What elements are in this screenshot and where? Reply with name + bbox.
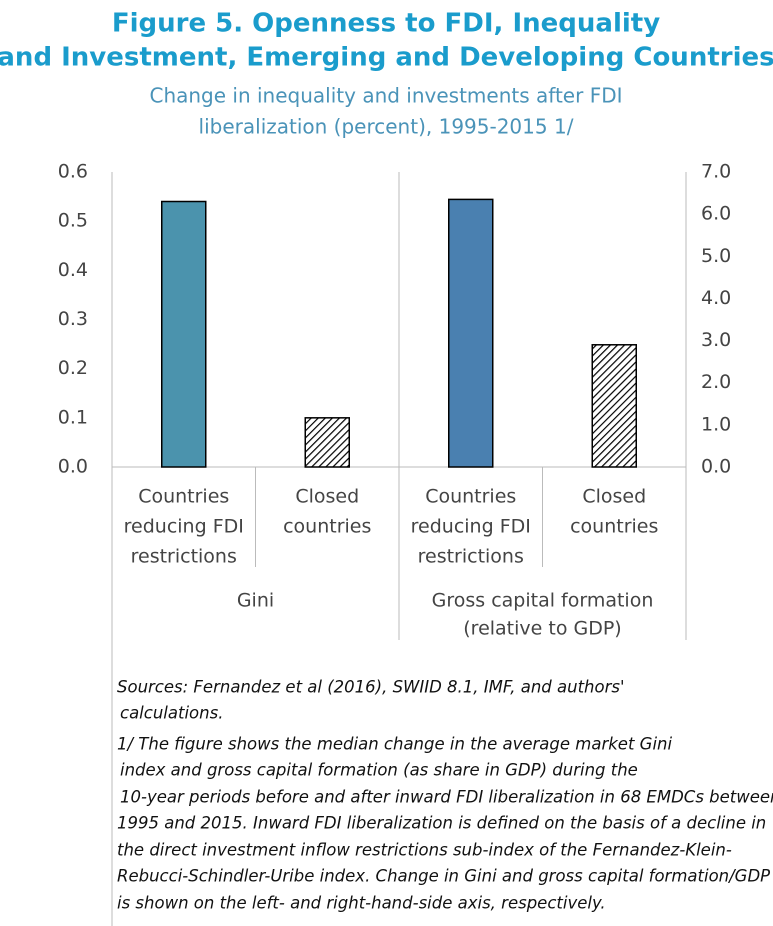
chart-title: and Investment, Emerging and Developing … [0, 43, 773, 73]
y2-tick-label: 1.0 [701, 413, 731, 435]
chart-subtitle: liberalization (percent), 1995-2015 1/ [199, 115, 574, 139]
x-tick-label: reducing FDI [411, 516, 531, 538]
y-tick-label: 0.0 [58, 456, 88, 478]
note: 1995 and 2015. Inward FDI liberalization… [117, 814, 766, 833]
note: 10-year periods before and after inward … [120, 788, 773, 807]
y-tick-label: 0.5 [58, 210, 88, 232]
y2-tick-label: 5.0 [701, 245, 731, 267]
chart-title: Figure 5. Openness to FDI, Inequality [112, 9, 660, 39]
y2-tick-label: 4.0 [701, 287, 731, 309]
bar [304, 417, 350, 468]
y-tick-label: 0.4 [58, 259, 88, 281]
y-tick-label: 0.1 [58, 406, 88, 428]
note: is shown on the left- and right-hand-sid… [117, 894, 606, 913]
bar [161, 200, 207, 468]
y2-tick-label: 3.0 [701, 329, 731, 351]
bar [448, 198, 494, 468]
note: 1/ The figure shows the median change in… [117, 735, 672, 754]
note: Sources: Fernandez et al (2016), SWIID 8… [117, 678, 625, 697]
y2-tick-label: 7.0 [701, 161, 731, 183]
y2-tick-label: 0.0 [701, 456, 731, 478]
x-tick-label: Countries [138, 486, 229, 508]
x-tick-label: Countries [425, 486, 516, 508]
note: Rebucci-Schindler-Uribe index. Change in… [117, 867, 770, 886]
x-tick-label: restrictions [131, 546, 237, 568]
y-tick-label: 0.3 [58, 308, 88, 330]
note: the direct investment inflow restriction… [117, 841, 732, 860]
y-tick-label: 0.6 [58, 161, 88, 183]
y2-tick-label: 6.0 [701, 203, 731, 225]
y2-tick-label: 2.0 [701, 371, 731, 393]
group-label: Gini [237, 590, 274, 612]
group-label: (relative to GDP) [463, 618, 621, 640]
x-tick-label: reducing FDI [124, 516, 244, 538]
chart-subtitle: Change in inequality and investments aft… [149, 84, 622, 108]
x-tick-label: restrictions [418, 546, 524, 568]
x-tick-label: countries [570, 516, 658, 538]
group-label: Gross capital formation [432, 590, 654, 612]
note: calculations. [120, 704, 223, 723]
note: index and gross capital formation (as sh… [120, 761, 638, 780]
x-tick-label: Closed [582, 486, 646, 508]
y-tick-label: 0.2 [58, 357, 88, 379]
x-tick-label: countries [283, 516, 371, 538]
bar [591, 344, 637, 468]
x-tick-label: Closed [295, 486, 359, 508]
